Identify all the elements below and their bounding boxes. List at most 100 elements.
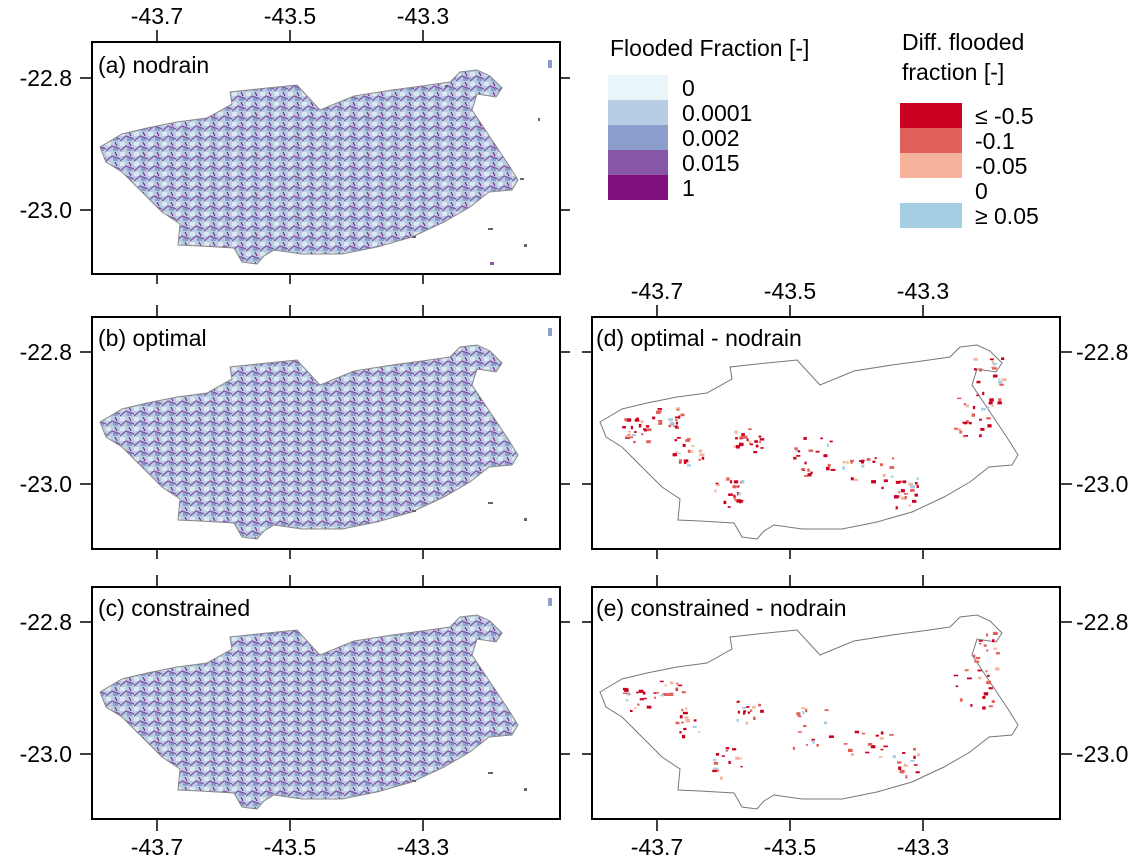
difference-cell xyxy=(723,500,727,505)
difference-cell xyxy=(645,425,650,428)
lat-tick-label: -23.0 xyxy=(20,471,72,497)
difference-cell xyxy=(736,700,740,703)
difference-cell xyxy=(796,712,801,716)
difference-cell xyxy=(913,755,916,759)
difference-cell xyxy=(957,397,962,400)
difference-cell xyxy=(963,421,968,425)
difference-cell xyxy=(675,687,678,690)
lat-axis-right: -22.8 -23.0 xyxy=(582,339,1128,497)
difference-cell xyxy=(959,430,963,434)
difference-cell xyxy=(992,362,997,366)
coast-islands xyxy=(412,598,552,791)
legend-label: 0.015 xyxy=(682,150,740,176)
panel-frame xyxy=(591,316,1061,550)
legend-flooded-fraction: Flooded Fraction [-] 0 0.0001 0.002 0.01… xyxy=(608,35,809,201)
difference-cell xyxy=(992,639,995,643)
difference-cell xyxy=(866,457,871,461)
lat-axis-left: -22.8 -23.0 xyxy=(20,339,570,497)
difference-cell xyxy=(760,447,764,449)
difference-cell xyxy=(746,438,749,442)
city-outline-map xyxy=(599,614,1019,810)
difference-cell xyxy=(987,424,992,428)
difference-cell xyxy=(986,633,989,637)
difference-cell xyxy=(792,746,795,750)
difference-cell xyxy=(915,771,920,774)
difference-cell xyxy=(658,422,663,425)
difference-cell xyxy=(716,484,720,487)
difference-cell xyxy=(867,743,873,746)
difference-cell xyxy=(797,715,802,718)
difference-cell xyxy=(657,408,663,410)
difference-cell xyxy=(679,459,682,463)
difference-cell xyxy=(643,697,647,700)
difference-cell xyxy=(740,765,743,768)
difference-cell xyxy=(904,496,907,500)
difference-cell xyxy=(843,743,848,745)
difference-cell xyxy=(854,478,858,481)
difference-cell xyxy=(913,764,918,766)
difference-cell xyxy=(750,709,753,712)
difference-cell xyxy=(956,428,961,431)
difference-cell xyxy=(676,409,680,411)
city-outline-map xyxy=(99,344,519,540)
difference-cell xyxy=(674,439,678,442)
difference-cell xyxy=(753,451,758,454)
difference-cell xyxy=(798,731,802,733)
difference-cell xyxy=(670,422,675,425)
difference-cell xyxy=(804,461,807,465)
difference-cell xyxy=(953,427,958,430)
difference-cell xyxy=(986,649,989,652)
difference-cell xyxy=(891,457,894,460)
lon-axis-bottom: -43.7 -43.5 -43.3 xyxy=(131,575,449,860)
difference-cell xyxy=(675,451,679,453)
difference-cell xyxy=(627,430,631,433)
difference-cell xyxy=(823,721,828,725)
difference-cell xyxy=(626,691,630,696)
difference-cell xyxy=(624,688,629,692)
difference-cell xyxy=(995,667,1000,671)
difference-cell xyxy=(908,482,913,486)
difference-cell xyxy=(982,391,985,396)
difference-cell xyxy=(850,477,854,481)
difference-cell xyxy=(1001,378,1007,382)
difference-cell xyxy=(625,699,629,702)
difference-cell xyxy=(664,693,669,696)
difference-cell xyxy=(898,491,901,494)
difference-cell xyxy=(680,413,685,417)
legend-diff-fraction: Diff. flooded fraction [-] ≤ -0.5 -0.1 -… xyxy=(900,29,1039,229)
difference-cell xyxy=(913,747,917,751)
difference-cell xyxy=(643,428,647,431)
difference-cell xyxy=(989,398,994,402)
difference-cell xyxy=(634,419,640,422)
legend-swatch xyxy=(900,128,962,153)
difference-cell xyxy=(827,463,831,467)
lat-axis-left: -22.8 -23.0 xyxy=(20,609,570,767)
difference-cell xyxy=(664,684,667,687)
difference-cell xyxy=(675,721,680,725)
lat-tick-label: -23.0 xyxy=(20,197,72,223)
difference-cell xyxy=(749,443,754,446)
difference-cell xyxy=(894,495,899,499)
difference-cell xyxy=(968,421,972,425)
difference-cell xyxy=(983,692,989,696)
difference-cell xyxy=(992,374,998,378)
panel-title: (c) constrained xyxy=(98,595,250,621)
difference-cell xyxy=(713,761,719,765)
difference-cell xyxy=(883,479,888,483)
lat-tick-label: -22.8 xyxy=(20,339,72,365)
panel-e: (e) constrained - nodrain -22.8 -23.0 -4… xyxy=(582,575,1128,860)
legend-label: ≥ 0.05 xyxy=(975,203,1039,229)
lon-tick-label: -43.7 xyxy=(631,834,683,860)
difference-cell xyxy=(967,677,972,680)
difference-cell xyxy=(972,405,976,410)
difference-cell xyxy=(797,450,801,453)
difference-cell xyxy=(986,417,991,420)
difference-cell xyxy=(674,416,679,419)
flooded-fraction-map xyxy=(99,614,519,810)
panel-frame xyxy=(91,586,561,820)
difference-cell xyxy=(732,485,737,489)
difference-cell xyxy=(657,420,661,422)
lat-axis-left: -22.8 -23.0 xyxy=(20,65,570,223)
lon-tick-label: -43.3 xyxy=(897,278,949,304)
